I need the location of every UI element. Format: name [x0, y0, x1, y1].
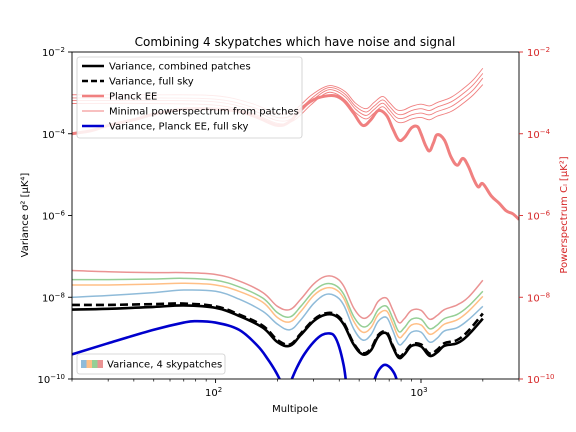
legend-upper-label: Planck EE	[109, 92, 157, 103]
legend-lower-label: Variance, 4 skypatches	[107, 360, 222, 371]
series-line-7	[72, 319, 281, 379]
x-axis-label: Multipole	[272, 404, 318, 415]
y-axis-label-right: Powerspectrum Cₗ [μK²]	[559, 156, 570, 273]
legend-lower-swatch	[86, 360, 92, 368]
legend-upper-box	[76, 56, 303, 139]
series-line-8	[290, 332, 347, 379]
legend-lower-box	[76, 353, 226, 375]
series-line-10	[72, 289, 484, 346]
legend-lower-swatch	[97, 360, 103, 368]
legend-upper: Variance, combined patches Variance, full…	[76, 56, 303, 139]
legend-upper-label: Minimal powerspectrum from patches	[109, 107, 299, 118]
legend-lower-swatch	[81, 360, 87, 368]
series-line-12	[72, 277, 484, 333]
series-line-11	[72, 282, 484, 339]
series-line-9	[373, 363, 398, 379]
chart-title: Combining 4 skypatches which have noise …	[135, 35, 456, 49]
legend-upper-label: Variance, Planck EE, full sky	[109, 122, 249, 133]
legend-lower-swatch	[92, 360, 98, 368]
legend-upper-label: Variance, full sky	[109, 77, 194, 88]
y-axis-label-left: Variance σ² [μK⁴]	[20, 173, 31, 258]
legend-lower: Variance, 4 skypatches	[76, 353, 226, 375]
legend-upper-label: Variance, combined patches	[109, 62, 251, 73]
series-line-1	[72, 302, 484, 358]
series-line-13	[72, 269, 484, 324]
